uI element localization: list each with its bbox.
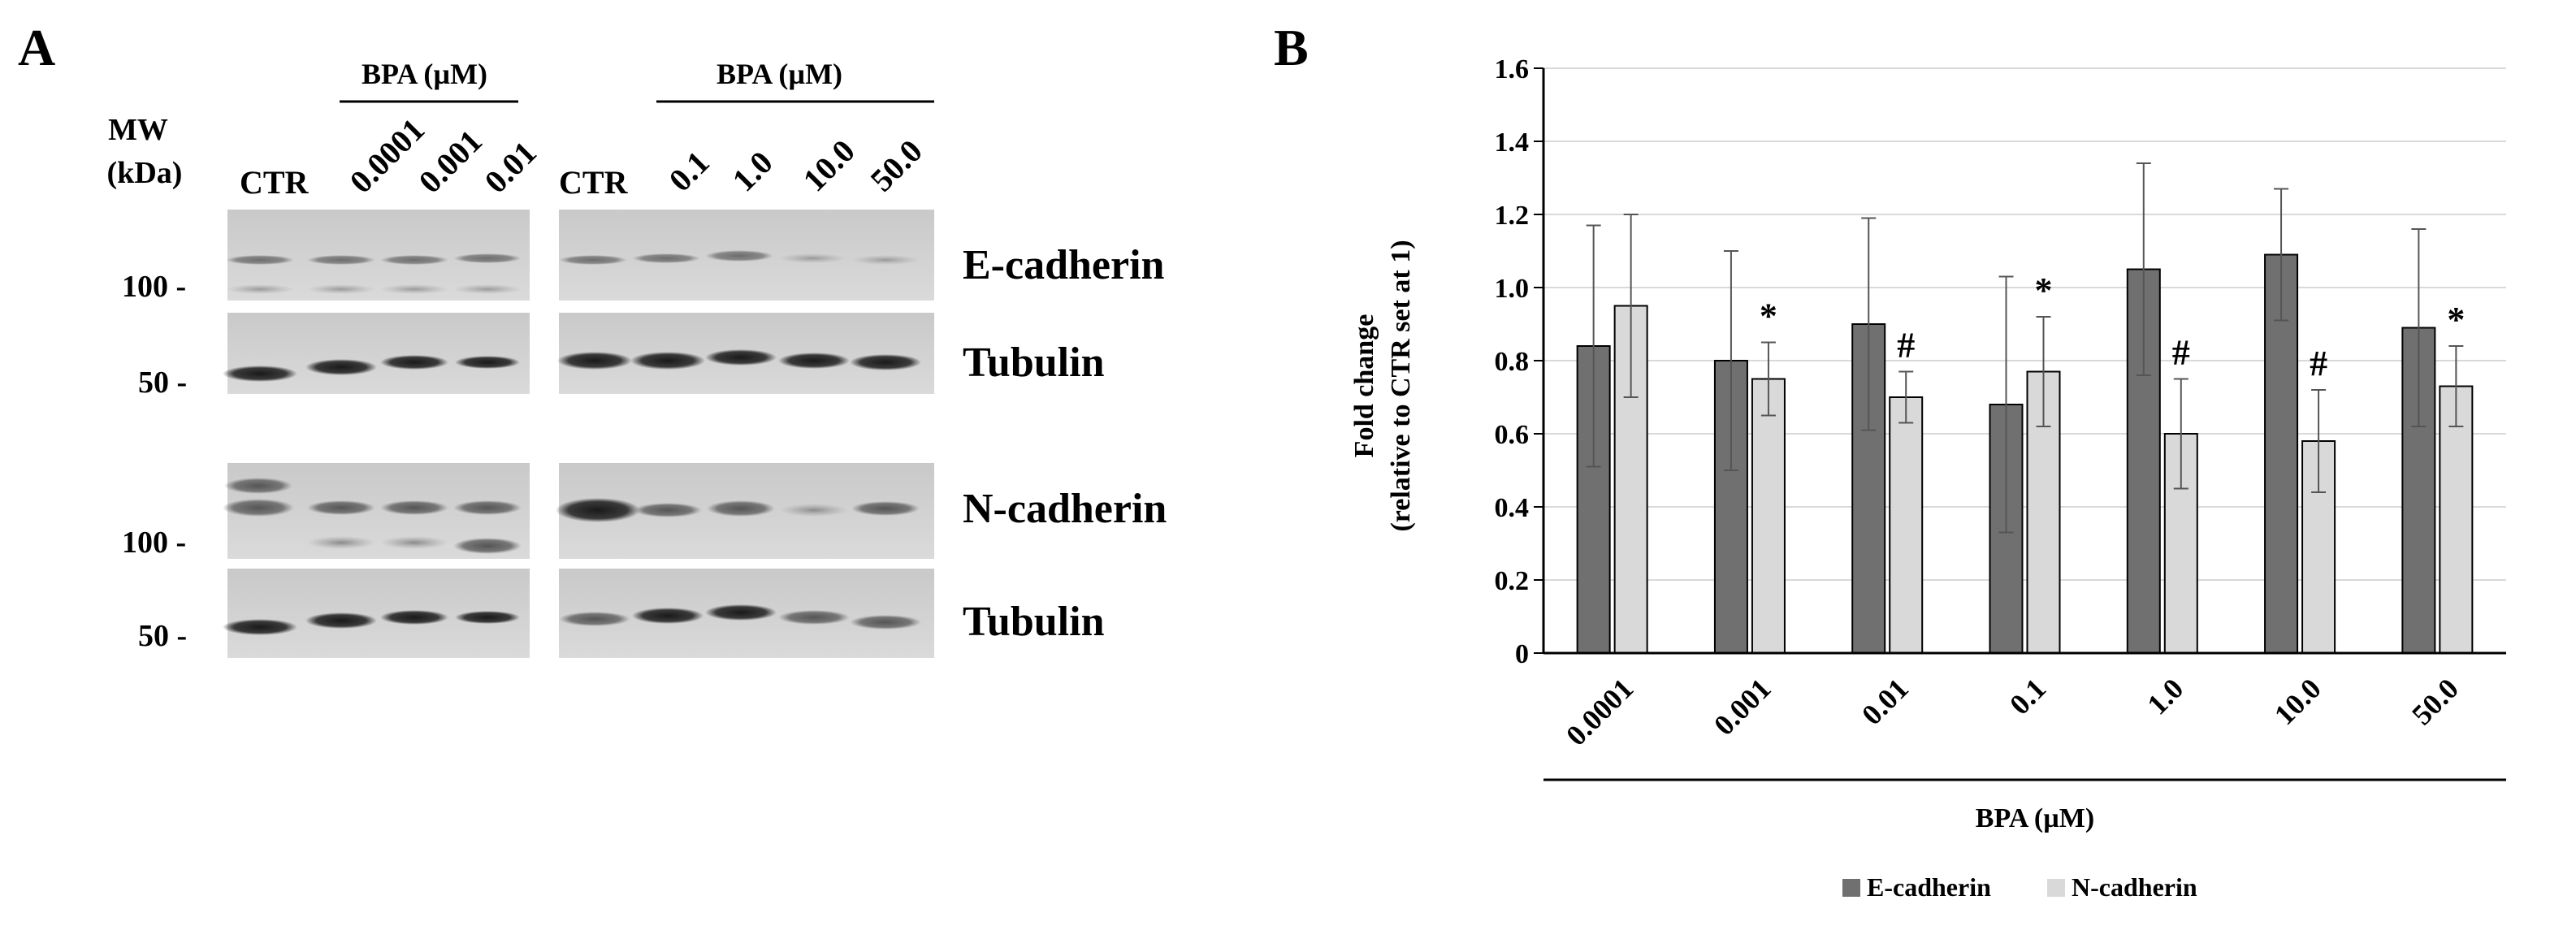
blot-tubulin-1 <box>223 313 934 394</box>
significance-mark: # <box>2172 333 2190 373</box>
label-e-cadherin: E-cadherin <box>963 242 1165 288</box>
marker-50-tubulin-2: 50 - <box>138 619 187 653</box>
x-tick-label: 0.1 <box>2003 672 2052 720</box>
panel-b: B * # * # # * 0 0.2 0.4 0.6 0.8 1.0 1.2 1.4 1.6 0.000… <box>1274 19 2506 902</box>
bars <box>1576 253 2474 654</box>
marker-50-tubulin-1: 50 - <box>138 366 187 400</box>
y-tick-label: 0.4 <box>1495 493 1530 523</box>
significance-mark: * <box>1760 296 1777 336</box>
gridlines <box>1543 67 2506 581</box>
legend: E-cadherin N-cadherin <box>1842 872 2197 902</box>
y-tick-label: 1.0 <box>1495 274 1530 304</box>
lane-label-10.0: 10.0 <box>796 132 862 198</box>
y-axis-title: Fold change <box>1349 314 1379 458</box>
significance-mark: * <box>2035 270 2053 310</box>
x-tick-labels: 0.0001 0.001 0.01 0.1 1.0 10.0 50.0 <box>1560 672 2465 751</box>
label-tubulin-1: Tubulin <box>963 340 1105 386</box>
y-axis-subtitle: (relative to CTR set at 1) <box>1386 240 1416 531</box>
legend-swatch-n-cadherin <box>2047 879 2065 897</box>
right-group-header: BPA (µM) <box>717 58 842 90</box>
lane-label-0.0001: 0.0001 <box>343 111 432 201</box>
mw-label: MW <box>108 113 168 147</box>
x-tick-label: 10.0 <box>2268 672 2327 731</box>
x-tick-label: 1.0 <box>2141 672 2189 720</box>
lane-label-0.1: 0.1 <box>662 144 717 198</box>
x-tick-label: 0.001 <box>1708 672 1777 742</box>
y-tick-label: 1.6 <box>1495 54 1530 84</box>
x-axis-title: BPA (µM) <box>1976 803 2094 833</box>
mw-unit-label: (kDa) <box>107 156 183 190</box>
lane-label-1.0: 1.0 <box>725 144 780 198</box>
legend-swatch-e-cadherin <box>1842 879 1860 897</box>
error-bars <box>1586 162 2464 534</box>
marker-100-n-cadherin: 100 - <box>122 526 186 560</box>
significance-mark: # <box>1897 326 1915 366</box>
bar-n-cadherin-0.01 <box>1889 396 1924 654</box>
y-tick-label: 0 <box>1515 639 1529 669</box>
x-tick-label: 50.0 <box>2405 672 2465 731</box>
significance-mark: * <box>2447 300 2465 340</box>
blot-tubulin-1-left-membrane <box>227 313 530 394</box>
x-tick-label: 0.01 <box>1855 672 1915 731</box>
x-tick-label: 0.0001 <box>1560 672 1639 751</box>
significance-mark: # <box>2310 344 2327 383</box>
blot-tubulin-2 <box>223 569 934 658</box>
blot-e-cadherin <box>226 210 934 301</box>
label-n-cadherin: N-cadherin <box>963 486 1167 532</box>
left-group-header: BPA (µM) <box>362 58 487 90</box>
blot-n-cadherin <box>223 463 934 559</box>
panel-b-letter: B <box>1274 19 1309 76</box>
y-tick-label: 0.2 <box>1495 566 1530 596</box>
marker-100-e-cadherin: 100 - <box>122 270 186 304</box>
significance-marks: * # * # # * <box>1760 270 2465 383</box>
y-tick-label: 1.4 <box>1495 128 1530 158</box>
bar-n-cadherin-0.001 <box>1751 378 1786 654</box>
y-tick-label: 0.6 <box>1495 420 1530 450</box>
label-tubulin-2: Tubulin <box>963 599 1105 645</box>
y-tick-label: 0.8 <box>1495 347 1530 377</box>
panel-a: A BPA (µM) BPA (µM) MW (kDa) CTR 0.0001 … <box>18 19 1167 658</box>
lane-label-ctr-left: CTR <box>240 164 310 201</box>
y-tick-label: 1.2 <box>1495 201 1530 231</box>
bar-n-cadherin-50.0 <box>2439 385 2474 654</box>
y-tick-labels: 0 0.2 0.4 0.6 0.8 1.0 1.2 1.4 1.6 <box>1495 54 1530 669</box>
lane-label-ctr-right: CTR <box>559 164 629 201</box>
legend-label-e-cadherin: E-cadherin <box>1867 872 1991 902</box>
axes <box>1534 67 2506 655</box>
lane-label-0.01: 0.01 <box>478 134 543 200</box>
panel-a-letter: A <box>18 19 55 76</box>
lane-label-50.0: 50.0 <box>864 132 929 198</box>
legend-label-n-cadherin: N-cadherin <box>2072 872 2197 902</box>
